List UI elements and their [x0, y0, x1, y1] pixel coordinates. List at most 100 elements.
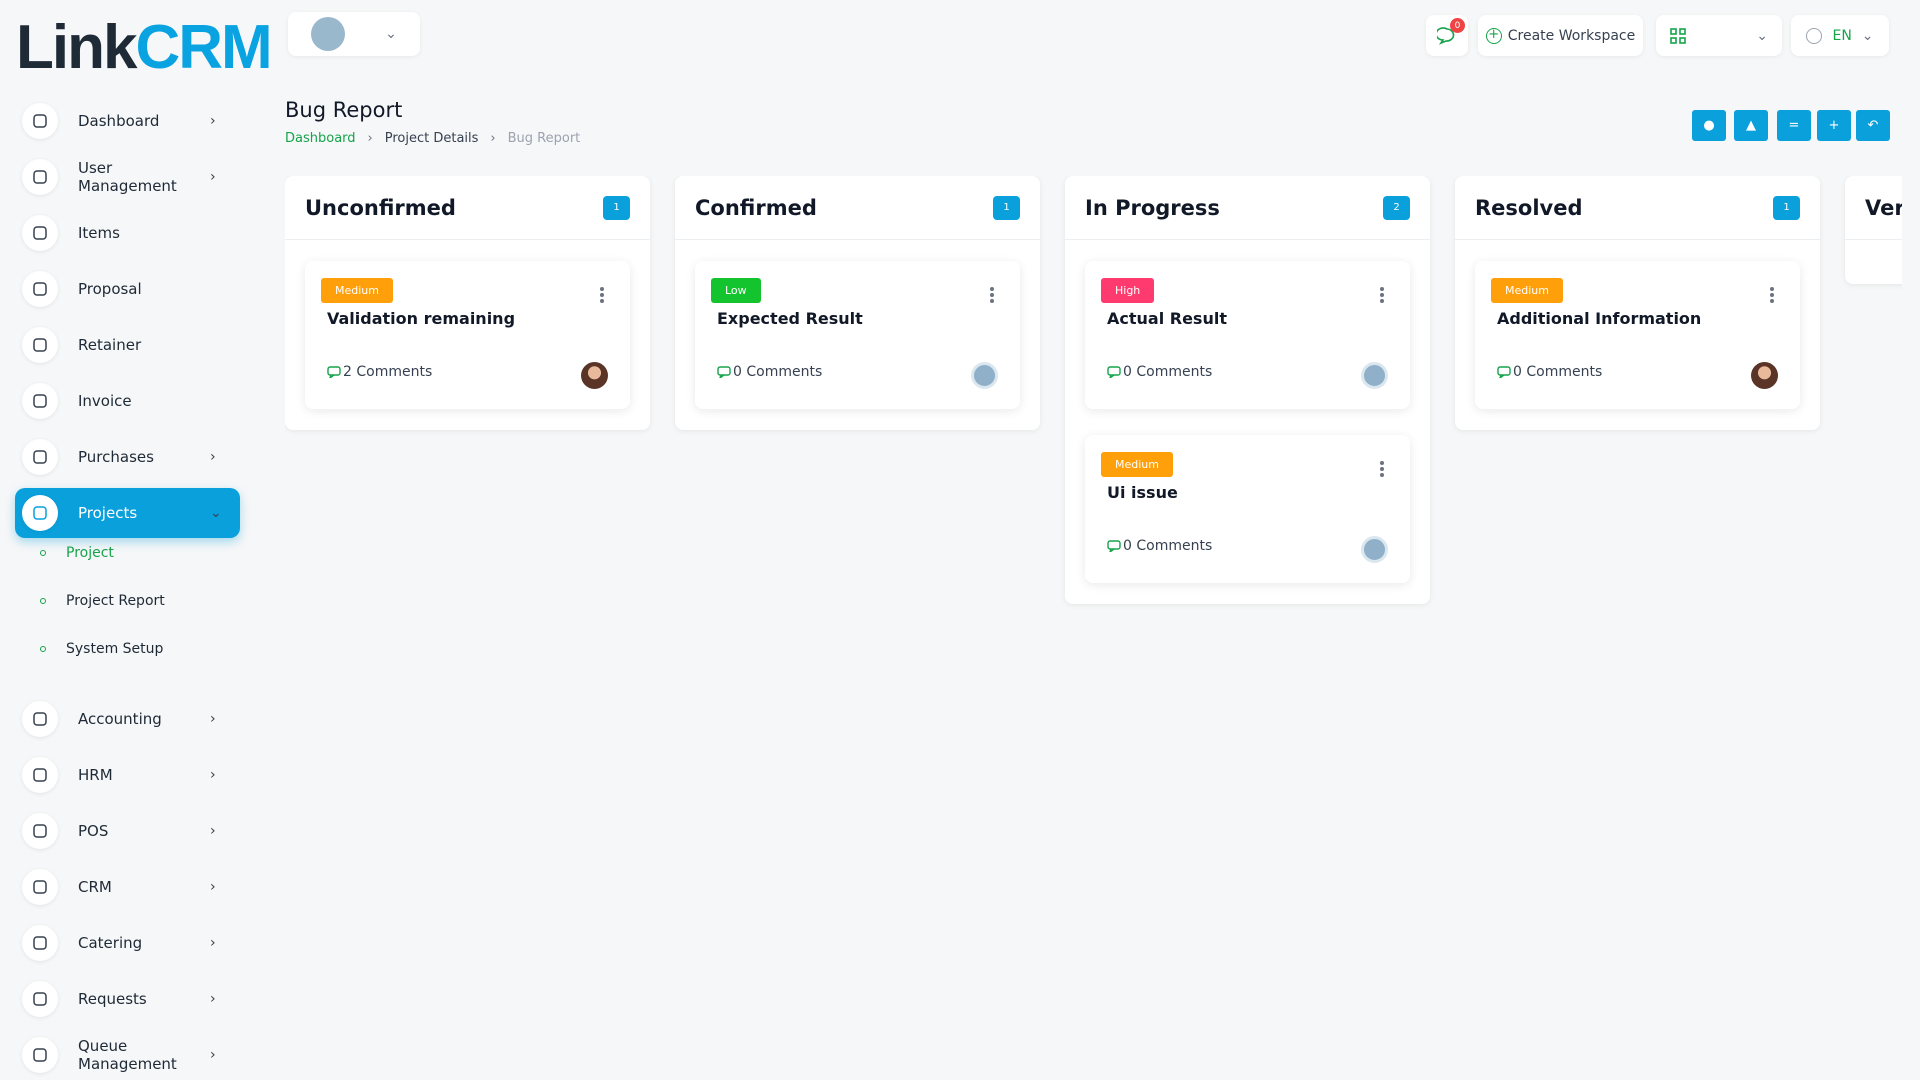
priority-badge: Medium	[1101, 452, 1173, 477]
language-select[interactable]: EN ⌄	[1791, 15, 1889, 56]
breadcrumb: Dashboard › Project Details › Bug Report	[285, 131, 580, 146]
card-menu[interactable]	[1770, 287, 1774, 305]
icon-glyph	[33, 114, 47, 128]
action-button[interactable]: ↶	[1856, 110, 1890, 141]
comment-icon	[1497, 366, 1511, 378]
menu-icon	[22, 215, 58, 251]
assignee-avatar	[1361, 362, 1388, 389]
sidebar-item[interactable]: Requests ›	[15, 974, 240, 1024]
sidebar-item[interactable]: POS ›	[15, 806, 240, 856]
menu-label: CRM	[78, 878, 112, 896]
icon-glyph	[33, 170, 47, 184]
submenu-item[interactable]: Project Report	[40, 593, 165, 609]
assignee-avatar	[1361, 536, 1388, 563]
card-menu[interactable]	[1380, 287, 1384, 305]
chevron: ›	[210, 1047, 216, 1063]
column-count: 1	[1773, 195, 1800, 220]
card-menu[interactable]	[990, 287, 994, 305]
breadcrumb-separator: ›	[490, 131, 496, 146]
menu-label: Accounting	[78, 710, 162, 728]
comments[interactable]: 0 Comments	[717, 364, 822, 380]
menu-icon	[22, 439, 58, 475]
sidebar-item[interactable]: Projects ⌄	[15, 488, 240, 538]
task-card[interactable]: Medium Validation remaining 2 Comments	[305, 261, 630, 409]
submenu-dot	[40, 598, 46, 604]
menu-label: Invoice	[78, 392, 132, 410]
sidebar-item[interactable]: Accounting ›	[15, 694, 240, 744]
menu-label: POS	[78, 822, 109, 840]
sidebar-item[interactable]: Retainer	[15, 320, 240, 370]
create-workspace-button[interactable]: + Create Workspace	[1478, 15, 1643, 56]
chevron: ›	[210, 935, 216, 951]
breadcrumb-item[interactable]: Project Details	[384, 131, 479, 146]
sidebar-item[interactable]: Purchases ›	[15, 432, 240, 482]
task-card[interactable]: High Actual Result 0 Comments	[1085, 261, 1410, 409]
comment-icon	[1107, 366, 1121, 378]
task-card[interactable]: Medium Additional Information 0 Comments	[1475, 261, 1800, 409]
card-title: Actual Result	[1107, 309, 1227, 328]
sidebar-item[interactable]: Queue Management ›	[15, 1030, 240, 1080]
chevron: ›	[210, 879, 216, 895]
sidebar-item[interactable]: HRM ›	[15, 750, 240, 800]
comments[interactable]: 2 Comments	[327, 364, 432, 380]
button-label: Create Workspace	[1507, 27, 1636, 44]
sidebar-item[interactable]: User Management ›	[15, 152, 240, 202]
sidebar-item[interactable]: CRM ›	[15, 862, 240, 912]
kanban-column: In Progress 2 High Actual Result 0 Comments M…	[1065, 176, 1430, 604]
sidebar-item[interactable]: Catering ›	[15, 918, 240, 968]
comments[interactable]: 0 Comments	[1107, 538, 1212, 554]
menu-icon	[22, 327, 58, 363]
submenu-item[interactable]: System Setup	[40, 641, 163, 657]
sidebar-item[interactable]: Items	[15, 208, 240, 258]
assignee-avatar	[1751, 362, 1778, 389]
submenu-label: System Setup	[66, 641, 164, 657]
card-title: Additional Information	[1497, 309, 1702, 328]
menu-label: Proposal	[78, 280, 142, 298]
submenu-item[interactable]: Project	[40, 545, 114, 561]
apps-icon	[1670, 27, 1686, 44]
menu-icon	[22, 1037, 58, 1073]
page-title: Bug Report	[285, 98, 403, 122]
comments[interactable]: 0 Comments	[1497, 364, 1602, 380]
menu-label: HRM	[78, 766, 113, 784]
kanban-column: Confirmed 1 Low Expected Result 0 Comments	[675, 176, 1040, 430]
menu-label: Retainer	[78, 336, 142, 354]
breadcrumb-item[interactable]: Dashboard	[285, 131, 356, 146]
assignee-avatar	[971, 362, 998, 389]
column-title: Unconfirmed	[305, 195, 456, 220]
column-header: Confirmed 1	[675, 176, 1040, 240]
column-count: 2	[1383, 195, 1410, 220]
menu-label: Queue Management	[78, 1037, 177, 1073]
card-menu[interactable]	[1380, 461, 1384, 479]
icon-glyph	[33, 450, 47, 464]
comments-count: 0 Comments	[733, 364, 823, 380]
column-title: In Progress	[1085, 195, 1220, 220]
apps-select[interactable]: ⌄	[1656, 15, 1782, 56]
menu-icon	[22, 159, 58, 195]
submenu-dot	[40, 550, 46, 556]
sidebar-item[interactable]: Proposal	[15, 264, 240, 314]
task-card[interactable]: Low Expected Result 0 Comments	[695, 261, 1020, 409]
icon-glyph	[33, 880, 47, 894]
action-button[interactable]: +	[1817, 110, 1851, 141]
priority-badge: High	[1101, 278, 1155, 303]
card-title: Ui issue	[1107, 483, 1178, 502]
workspace-select[interactable]: ⌄	[288, 12, 420, 56]
comments-count: 0 Comments	[1123, 364, 1213, 380]
task-card[interactable]: Medium Ui issue 0 Comments	[1085, 435, 1410, 583]
action-button[interactable]: ▲	[1734, 110, 1768, 141]
comments[interactable]: 0 Comments	[1107, 364, 1212, 380]
sidebar-item[interactable]: Dashboard ›	[15, 96, 240, 146]
sidebar-item[interactable]: Invoice	[15, 376, 240, 426]
globe-icon	[1806, 27, 1823, 44]
action-button[interactable]: =	[1777, 110, 1811, 141]
menu-icon	[22, 869, 58, 905]
menu-label: Items	[78, 224, 120, 242]
messages-button[interactable]: 0	[1426, 15, 1468, 56]
action-button[interactable]: ●	[1692, 110, 1726, 141]
logo[interactable]: LinkCRM	[16, 12, 273, 83]
card-menu[interactable]	[600, 287, 604, 305]
logo-text: Link	[16, 13, 137, 82]
chevron: ⌄	[210, 505, 222, 521]
chevron: ›	[210, 991, 216, 1007]
